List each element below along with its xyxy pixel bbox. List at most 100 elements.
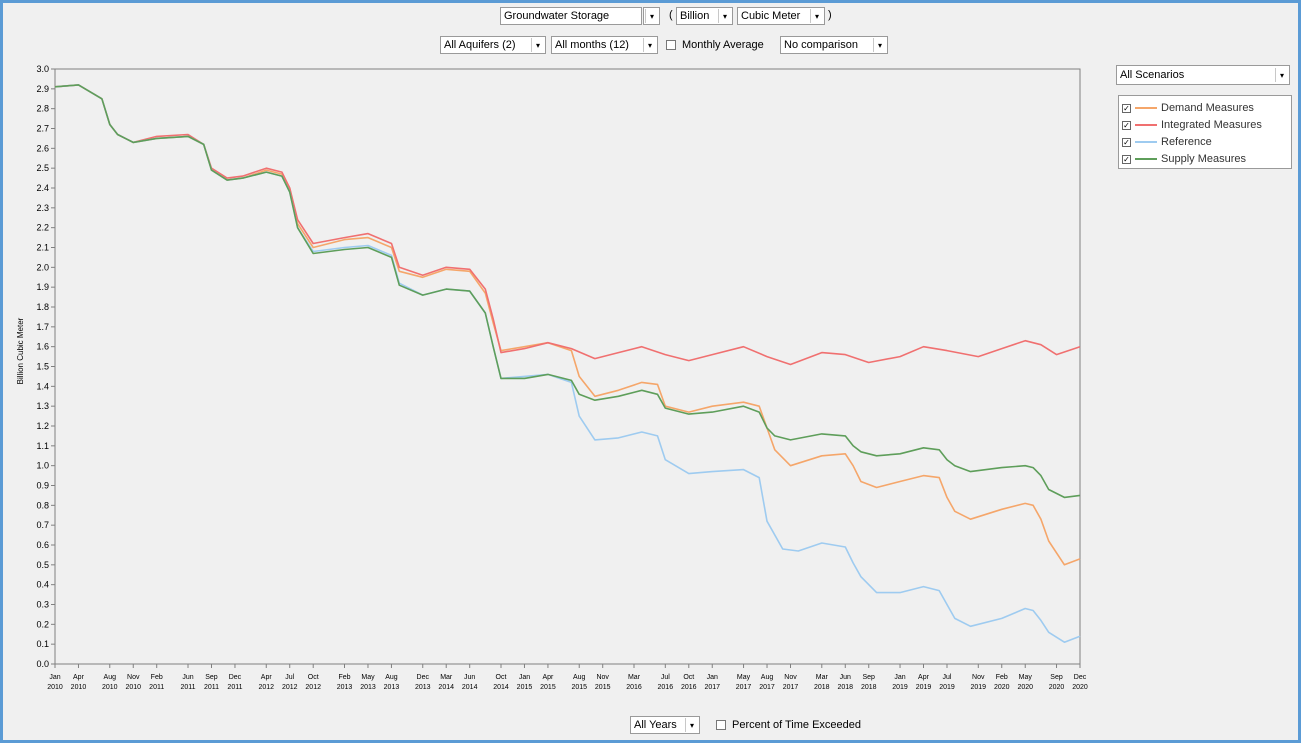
x-tick-label-month: Sep [863, 674, 876, 681]
x-tick-label-month: Jul [285, 674, 294, 681]
comparison-select[interactable]: No comparison ▾ [780, 36, 888, 54]
y-tick-label: 1.1 [36, 441, 49, 451]
legend-label-integrated: Integrated Measures [1161, 119, 1262, 131]
unit-scale-select[interactable]: Billion ▾ [676, 7, 733, 25]
y-tick-label: 1.0 [36, 461, 49, 471]
legend-item-reference[interactable]: ✓ Reference [1122, 134, 1212, 150]
x-tick-label-month: Apr [261, 674, 273, 681]
y-tick-label: 2.1 [36, 243, 49, 253]
legend-label-supply: Supply Measures [1161, 153, 1246, 165]
x-tick-label-month: Aug [385, 674, 398, 681]
legend-checkbox-supply[interactable]: ✓ [1122, 154, 1131, 164]
y-tick-label: 1.9 [36, 282, 49, 292]
y-tick-label: 0.4 [36, 580, 49, 590]
legend-item-integrated[interactable]: ✓ Integrated Measures [1122, 117, 1262, 133]
years-select[interactable]: All Years ▾ [630, 716, 700, 734]
x-tick-label-year: 2013 [415, 684, 431, 691]
x-tick-label-year: 2020 [1072, 684, 1088, 691]
percent-exceeded-checkbox[interactable] [716, 720, 726, 730]
x-tick-label-month: Jan [894, 674, 905, 681]
x-tick-label-year: 2020 [1017, 684, 1033, 691]
aquifers-select[interactable]: All Aquifers (2) ▾ [440, 36, 546, 54]
y-tick-label: 2.5 [36, 163, 49, 173]
variable-dropdown-button[interactable]: ▾ [643, 7, 660, 25]
years-label: All Years [634, 719, 677, 731]
x-tick-label-year: 2017 [736, 684, 752, 691]
legend-swatch-reference [1135, 141, 1157, 143]
x-tick-label-year: 2011 [180, 684, 195, 691]
legend-label-demand: Demand Measures [1161, 102, 1254, 114]
months-select[interactable]: All months (12) ▾ [551, 36, 658, 54]
legend-item-demand[interactable]: ✓ Demand Measures [1122, 100, 1254, 116]
x-tick-label-month: Mar [440, 674, 453, 681]
y-tick-label: 2.3 [36, 203, 49, 213]
y-tick-label: 2.0 [36, 262, 49, 272]
monthly-average-checkbox[interactable] [666, 40, 676, 50]
x-tick-label-month: Aug [761, 674, 774, 681]
y-tick-label: 0.8 [36, 500, 49, 510]
y-tick-label: 0.9 [36, 481, 49, 491]
chevron-down-icon: ▾ [810, 9, 823, 23]
x-tick-label-month: Nov [127, 674, 140, 681]
x-tick-label-year: 2016 [681, 684, 697, 691]
y-tick-label: 0.0 [36, 659, 49, 669]
x-tick-label-year: 2012 [305, 684, 321, 691]
y-tick-label: 0.6 [36, 540, 49, 550]
x-tick-label-year: 2018 [861, 684, 877, 691]
variable-select-label: Groundwater Storage [504, 10, 610, 22]
x-tick-label-year: 2016 [626, 684, 642, 691]
x-tick-label-year: 2010 [125, 684, 141, 691]
chevron-down-icon: ▾ [718, 9, 731, 23]
chevron-down-icon: ▾ [645, 9, 658, 23]
x-tick-label-month: Feb [151, 674, 163, 681]
aquifers-label: All Aquifers (2) [444, 39, 516, 51]
legend-swatch-demand [1135, 107, 1157, 109]
y-tick-label: 0.7 [36, 520, 49, 530]
x-tick-label-month: Oct [496, 674, 507, 681]
x-tick-label-month: Jul [943, 674, 952, 681]
unit-scale-label: Billion [680, 10, 710, 22]
x-tick-label-month: Dec [1074, 674, 1087, 681]
scenarios-label: All Scenarios [1120, 69, 1185, 81]
y-tick-label: 0.1 [36, 639, 49, 649]
x-tick-label-year: 2013 [360, 684, 376, 691]
chevron-down-icon: ▾ [685, 718, 698, 732]
percent-exceeded-label: Percent of Time Exceeded [732, 719, 862, 731]
legend-item-supply[interactable]: ✓ Supply Measures [1122, 151, 1246, 167]
x-tick-label-month: Nov [784, 674, 797, 681]
x-tick-label-year: 2019 [892, 684, 908, 691]
x-tick-label-year: 2014 [438, 684, 454, 691]
scenarios-select[interactable]: All Scenarios ▾ [1116, 65, 1290, 85]
x-tick-label-year: 2016 [658, 684, 674, 691]
x-tick-label-month: Aug [104, 674, 117, 681]
legend-checkbox-demand[interactable]: ✓ [1122, 103, 1131, 113]
y-tick-label: 0.2 [36, 619, 49, 629]
y-tick-label: 2.7 [36, 124, 49, 134]
x-tick-label-year: 2017 [783, 684, 799, 691]
x-tick-label-year: 2012 [258, 684, 274, 691]
y-tick-label: 1.3 [36, 401, 49, 411]
legend-checkbox-integrated[interactable]: ✓ [1122, 120, 1131, 130]
x-tick-label-month: Jan [519, 674, 530, 681]
x-tick-label-year: 2011 [204, 684, 219, 691]
x-tick-label-month: Oct [683, 674, 694, 681]
legend-checkbox-reference[interactable]: ✓ [1122, 137, 1131, 147]
y-tick-label: 1.2 [36, 421, 49, 431]
y-tick-label: 1.8 [36, 302, 49, 312]
legend-swatch-supply [1135, 158, 1157, 160]
x-tick-label-month: Dec [417, 674, 430, 681]
x-tick-label-year: 2019 [916, 684, 932, 691]
line-chart: 0.0 0.1 0.2 0.3 0.4 0.5 0.6 0.7 0.8 0.9 1.0 1.1 1.2 1… [16, 64, 1088, 691]
variable-select[interactable]: Groundwater Storage [500, 7, 642, 25]
x-tick-label-year: 2015 [540, 684, 556, 691]
x-tick-label-month: Aug [573, 674, 586, 681]
chevron-down-icon: ▾ [1275, 68, 1288, 82]
x-tick-label-year: 2014 [462, 684, 478, 691]
x-tick-label-year: 2018 [837, 684, 853, 691]
x-tick-label-year: 2019 [970, 684, 986, 691]
unit-name-select[interactable]: Cubic Meter ▾ [737, 7, 825, 25]
x-tick-label-month: Feb [996, 674, 1008, 681]
x-tick-label-month: Sep [205, 674, 218, 681]
x-tick-label-month: Nov [596, 674, 609, 681]
